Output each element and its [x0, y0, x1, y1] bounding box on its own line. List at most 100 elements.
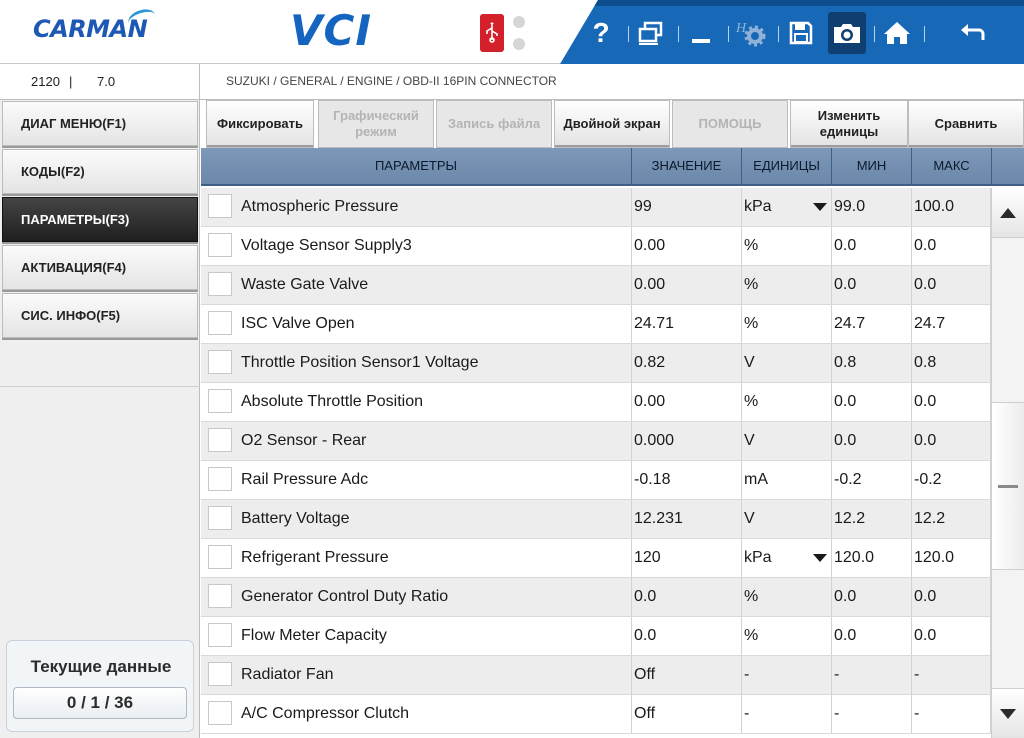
- table-row[interactable]: O2 Sensor - Rear 0.000 V 0.0 0.0: [201, 422, 991, 461]
- row-checkbox[interactable]: [208, 662, 232, 686]
- home-button[interactable]: [878, 12, 916, 54]
- cell-param-text: Voltage Sensor Supply3: [241, 237, 412, 254]
- row-checkbox[interactable]: [208, 389, 232, 413]
- sidebar-item-diag-menu[interactable]: ДИАГ МЕНЮ(F1): [2, 101, 198, 146]
- column-header-units[interactable]: ЕДИНИЦЫ: [742, 148, 832, 184]
- scrollbar[interactable]: [991, 188, 1024, 738]
- row-checkbox[interactable]: [208, 350, 232, 374]
- cell-min: 0.0: [832, 383, 912, 421]
- dual-screen-button[interactable]: Двойной экран: [554, 100, 670, 148]
- help-button[interactable]: ?: [582, 12, 620, 54]
- row-checkbox[interactable]: [208, 506, 232, 530]
- window-switch-button[interactable]: [632, 12, 670, 54]
- table-row[interactable]: Voltage Sensor Supply3 0.00% 0.0 0.0: [201, 227, 991, 266]
- cell-param-text: Throttle Position Sensor1 Voltage: [241, 354, 479, 371]
- help-function-button[interactable]: ПОМОЩЬ: [672, 100, 788, 148]
- table-row[interactable]: Absolute Throttle Position 0.00% 0.0 0.0: [201, 383, 991, 422]
- row-checkbox[interactable]: [208, 428, 232, 452]
- cell-min-text: 120.0: [834, 549, 875, 566]
- product-title: VCI: [290, 6, 372, 55]
- cell-unit-text: V: [744, 510, 755, 527]
- cell-max: 0.0: [912, 227, 991, 265]
- row-checkbox[interactable]: [208, 467, 232, 491]
- column-header-parameters[interactable]: ПАРАМЕТРЫ: [201, 148, 632, 184]
- unit-dropdown[interactable]: kPa: [742, 188, 832, 226]
- compare-button[interactable]: Сравнить: [908, 100, 1024, 148]
- cell-min-text: -: [834, 666, 840, 683]
- cell-value: Off: [632, 695, 742, 733]
- help-icon: ?: [592, 17, 610, 48]
- save-button[interactable]: [782, 12, 820, 54]
- cell-min-text: -: [834, 705, 840, 722]
- cell-max-text: 0.8: [914, 354, 937, 371]
- row-checkbox[interactable]: [208, 584, 232, 608]
- cell-param-text: Atmospheric Pressure: [241, 198, 399, 215]
- cell-param-text: Flow Meter Capacity: [241, 627, 387, 644]
- table-row[interactable]: Flow Meter Capacity 0.0% 0.0 0.0: [201, 617, 991, 656]
- cell-max-text: 0.0: [914, 588, 937, 605]
- cell-max: 0.8: [912, 344, 991, 382]
- table-row[interactable]: ISC Valve Open 24.71% 24.7 24.7: [201, 305, 991, 344]
- scroll-up-button[interactable]: [992, 188, 1024, 238]
- sidebar-item-system-info[interactable]: СИС. ИНФО(F5): [2, 293, 198, 338]
- sidebar-divider: [0, 386, 200, 387]
- row-checkbox[interactable]: [208, 701, 232, 725]
- cell-value-text: 12.231: [634, 510, 683, 527]
- table-row[interactable]: Waste Gate Valve 0.00% 0.0 0.0: [201, 266, 991, 305]
- column-header-min[interactable]: МИН: [832, 148, 912, 184]
- compare-button-label: Сравнить: [934, 116, 998, 131]
- sidebar-item-activation[interactable]: АКТИВАЦИЯ(F4): [2, 245, 198, 290]
- column-header-max[interactable]: МАКС: [912, 148, 992, 184]
- cell-max: 0.0: [912, 617, 991, 655]
- unit-dropdown[interactable]: kPa: [742, 539, 832, 577]
- screenshot-button[interactable]: [828, 12, 866, 54]
- row-checkbox[interactable]: [208, 311, 232, 335]
- settings-button[interactable]: H: [732, 12, 770, 54]
- cell-param: Waste Gate Valve: [201, 266, 632, 304]
- row-checkbox[interactable]: [208, 623, 232, 647]
- cell-min: 0.0: [832, 617, 912, 655]
- sidebar-item-codes[interactable]: КОДЫ(F2): [2, 149, 198, 194]
- graph-mode-button[interactable]: Графический режим: [318, 100, 434, 148]
- freeze-button[interactable]: Фиксировать: [206, 100, 314, 148]
- table-row[interactable]: Battery Voltage 12.231 V 12.2 12.2: [201, 500, 991, 539]
- change-units-button[interactable]: Изменить единицы: [790, 100, 908, 148]
- cell-param-text: Generator Control Duty Ratio: [241, 588, 449, 605]
- table-row[interactable]: Atmospheric Pressure 99 kPa 99.0 100.0: [201, 188, 991, 227]
- table-row[interactable]: Generator Control Duty Ratio 0.0% 0.0 0.0: [201, 578, 991, 617]
- save-icon: [789, 21, 813, 45]
- cell-param: Throttle Position Sensor1 Voltage: [201, 344, 632, 382]
- table-row[interactable]: Refrigerant Pressure 120 kPa 120.0 120.0: [201, 539, 991, 578]
- table-row[interactable]: Rail Pressure Adc -0.18 mA -0.2 -0.2: [201, 461, 991, 500]
- cell-max-text: -0.2: [914, 471, 942, 488]
- row-checkbox[interactable]: [208, 272, 232, 296]
- table-header: ПАРАМЕТРЫ ЗНАЧЕНИЕ ЕДИНИЦЫ МИН МАКС: [201, 148, 1024, 186]
- scroll-down-button[interactable]: [992, 688, 1024, 738]
- cell-unit: V: [742, 500, 832, 538]
- cell-value: 12.231: [632, 500, 742, 538]
- record-file-button[interactable]: Запись файла: [436, 100, 552, 148]
- cell-unit: %: [742, 578, 832, 616]
- freeze-button-label: Фиксировать: [217, 116, 303, 131]
- cell-param-text: Radiator Fan: [241, 666, 334, 683]
- row-checkbox[interactable]: [208, 233, 232, 257]
- row-checkbox[interactable]: [208, 545, 232, 569]
- scrollbar-thumb[interactable]: [992, 402, 1024, 570]
- row-checkbox[interactable]: [208, 194, 232, 218]
- cell-param: Refrigerant Pressure: [201, 539, 632, 577]
- back-button[interactable]: [954, 12, 992, 54]
- table-row[interactable]: Throttle Position Sensor1 Voltage 0.82 V 0.…: [201, 344, 991, 383]
- cell-param-text: Rail Pressure Adc: [241, 471, 369, 488]
- info-divider: [199, 64, 200, 100]
- column-header-value[interactable]: ЗНАЧЕНИЕ: [632, 148, 742, 184]
- cell-max: -: [912, 656, 991, 694]
- function-bar: Фиксировать Графический режим Запись фай…: [200, 100, 1024, 148]
- minimize-button[interactable]: [682, 12, 720, 54]
- cell-param-text: ISC Valve Open: [241, 315, 355, 332]
- cell-max: -0.2: [912, 461, 991, 499]
- table-row[interactable]: Radiator Fan Off - - -: [201, 656, 991, 695]
- table-row[interactable]: A/C Compressor Clutch Off - - -: [201, 695, 991, 734]
- sidebar-item-parameters[interactable]: ПАРАМЕТРЫ(F3): [2, 197, 198, 242]
- cell-value: 0.0: [632, 617, 742, 655]
- cell-value-text: Off: [634, 666, 656, 683]
